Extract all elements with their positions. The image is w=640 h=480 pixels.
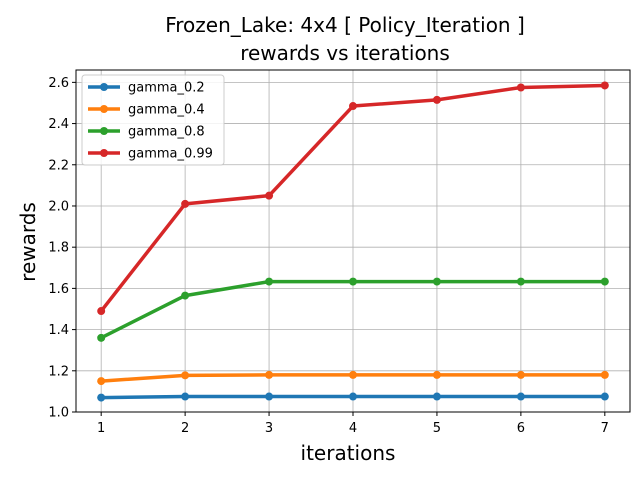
legend-label-gamma_0.99: gamma_0.99 <box>128 147 213 162</box>
data-point-gamma_0.2 <box>265 392 274 401</box>
data-point-gamma_0.99 <box>97 307 106 316</box>
grid-lines <box>76 70 630 413</box>
legend-box <box>81 74 225 166</box>
data-point-gamma_0.4 <box>432 370 441 379</box>
legend-label-gamma_0.4: gamma_0.4 <box>128 103 205 118</box>
data-point-gamma_0.2 <box>97 393 106 402</box>
x-axis-label: iterations <box>301 441 396 465</box>
y-axis-ticks: 1.0 1.2 1.4 1.6 1.8 2.0 2.2 2.4 2.6 <box>48 76 76 421</box>
data-point-gamma_0.2 <box>600 392 609 401</box>
legend-label-gamma_0.2: gamma_0.2 <box>128 81 205 96</box>
data-point-gamma_0.4 <box>349 370 357 379</box>
data-point-gamma_0.99 <box>516 83 525 92</box>
data-point-gamma_0.99 <box>600 81 609 90</box>
x-tick-label: 3 <box>265 421 273 436</box>
data-point-gamma_0.4 <box>516 370 525 379</box>
data-point-gamma_0.4 <box>600 370 609 379</box>
data-point-gamma_0.8 <box>432 277 441 286</box>
data-point-gamma_0.8 <box>516 277 525 286</box>
chart-title-line-1: Frozen_Lake: 4x4 [ Policy_Iteration ] <box>165 13 525 37</box>
data-point-gamma_0.99 <box>432 95 441 104</box>
data-point-gamma_0.8 <box>600 277 609 286</box>
data-point-gamma_0.99 <box>265 191 274 200</box>
x-tick-label: 5 <box>433 421 441 436</box>
y-tick-label: 2.0 <box>48 199 69 214</box>
data-point-gamma_0.99 <box>181 199 190 208</box>
data-point-gamma_0.8 <box>265 277 274 286</box>
x-tick-label: 2 <box>181 421 189 436</box>
y-tick-label: 1.0 <box>48 406 69 421</box>
data-point-gamma_0.2 <box>349 392 357 401</box>
x-tick-label: 7 <box>601 421 609 436</box>
data-point-gamma_0.8 <box>349 277 357 286</box>
x-tick-label: 6 <box>517 421 525 436</box>
y-tick-label: 2.6 <box>48 76 69 91</box>
legend-swatch-marker <box>100 127 108 135</box>
data-point-gamma_0.2 <box>181 392 190 401</box>
data-point-gamma_0.99 <box>349 102 357 111</box>
data-point-gamma_0.2 <box>516 392 525 401</box>
x-tick-label: 4 <box>349 421 357 436</box>
legend: gamma_0.2 gamma_0.4 gamma_0.8 gamma_0.99 <box>81 74 225 166</box>
legend-swatch-marker <box>100 105 108 113</box>
y-tick-label: 2.4 <box>48 117 69 132</box>
data-point-gamma_0.4 <box>265 370 274 379</box>
y-tick-label: 2.2 <box>48 158 69 173</box>
y-tick-label: 1.2 <box>48 364 69 379</box>
legend-swatch-marker <box>100 149 108 157</box>
data-point-gamma_0.2 <box>432 392 441 401</box>
legend-swatch-marker <box>100 83 108 91</box>
y-tick-label: 1.8 <box>48 241 69 256</box>
data-point-gamma_0.8 <box>181 291 190 300</box>
legend-label-gamma_0.8: gamma_0.8 <box>128 125 205 140</box>
data-point-gamma_0.4 <box>181 371 190 380</box>
x-tick-label: 1 <box>97 421 105 436</box>
y-axis-label: rewards <box>16 202 40 282</box>
series-lines <box>97 81 609 402</box>
y-tick-label: 1.4 <box>48 323 69 338</box>
chart-title-line-2: rewards vs iterations <box>240 41 450 65</box>
data-point-gamma_0.4 <box>97 377 106 386</box>
y-tick-label: 1.6 <box>48 282 69 297</box>
data-point-gamma_0.8 <box>97 333 106 342</box>
x-axis-ticks: 1 2 3 4 5 6 7 <box>97 412 609 436</box>
